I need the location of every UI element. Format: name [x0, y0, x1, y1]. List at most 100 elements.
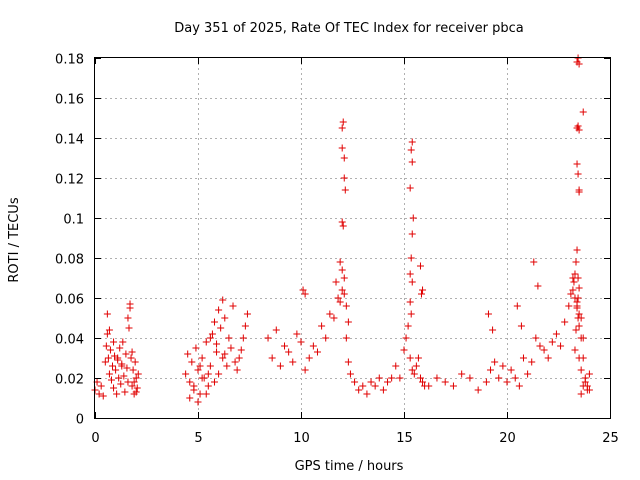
data-point — [340, 290, 348, 298]
data-point — [122, 350, 130, 358]
data-point — [293, 330, 301, 338]
data-point — [110, 338, 118, 346]
data-point — [573, 124, 581, 132]
data-point — [359, 382, 367, 390]
data-point — [557, 342, 565, 350]
data-point — [585, 370, 593, 378]
y-tick-label: 0.16 — [55, 93, 84, 108]
data-point — [412, 362, 420, 370]
data-point — [544, 354, 552, 362]
data-point — [330, 314, 338, 322]
data-point — [204, 370, 212, 378]
data-point — [192, 344, 200, 352]
data-point — [334, 294, 342, 302]
data-point — [116, 344, 124, 352]
data-point — [534, 282, 542, 290]
data-point — [113, 390, 121, 398]
data-point — [184, 350, 192, 358]
chart-title: Day 351 of 2025, Rate Of TEC Index for r… — [174, 21, 524, 36]
data-point — [575, 310, 583, 318]
data-point — [402, 334, 410, 342]
data-point — [400, 346, 408, 354]
data-point — [322, 334, 330, 342]
data-point — [332, 278, 340, 286]
y-axis-label: ROTI / TECUs — [7, 197, 22, 282]
data-point — [301, 366, 309, 374]
data-point — [213, 340, 221, 348]
data-point — [102, 342, 110, 350]
data-point — [120, 372, 128, 380]
data-point — [194, 398, 202, 406]
data-point — [574, 170, 582, 178]
data-point — [219, 354, 227, 362]
data-point — [425, 382, 433, 390]
data-point — [571, 346, 579, 354]
data-point — [233, 366, 241, 374]
data-point — [309, 342, 317, 350]
data-point — [408, 158, 416, 166]
data-point — [338, 124, 346, 132]
data-point — [223, 362, 231, 370]
x-tick-label: 20 — [499, 431, 516, 446]
data-point — [567, 290, 575, 298]
data-point — [127, 354, 135, 362]
data-point — [571, 270, 579, 278]
data-point — [581, 378, 589, 386]
y-tick-label: 0.1 — [63, 213, 84, 228]
data-point — [344, 318, 352, 326]
data-point — [204, 382, 212, 390]
data-point — [418, 290, 426, 298]
data-point — [114, 354, 122, 362]
data-point — [513, 302, 521, 310]
y-tick-label: 0.06 — [55, 293, 84, 308]
data-point — [128, 382, 136, 390]
data-point — [351, 378, 359, 386]
data-point — [579, 334, 587, 342]
data-point — [536, 342, 544, 350]
data-point — [511, 374, 519, 382]
data-point — [188, 358, 196, 366]
data-point — [388, 374, 396, 382]
data-point — [346, 370, 354, 378]
data-point — [281, 342, 289, 350]
data-point — [128, 348, 136, 356]
data-point — [182, 370, 190, 378]
data-point — [414, 354, 422, 362]
data-point — [103, 330, 111, 338]
data-point — [579, 382, 587, 390]
data-point — [569, 286, 577, 294]
data-point — [419, 378, 427, 386]
data-point — [239, 334, 247, 342]
data-point — [115, 374, 123, 382]
data-point — [407, 254, 415, 262]
data-point — [130, 378, 138, 386]
data-point — [123, 364, 131, 372]
data-point — [574, 314, 582, 322]
data-point — [583, 386, 591, 394]
data-point — [313, 348, 321, 356]
data-point — [416, 374, 424, 382]
data-point — [208, 330, 216, 338]
data-point — [340, 154, 348, 162]
data-point — [495, 374, 503, 382]
data-point — [575, 186, 583, 194]
data-point — [338, 266, 346, 274]
data-point — [215, 306, 223, 314]
data-point — [276, 362, 284, 370]
data-point — [375, 374, 383, 382]
data-point — [264, 334, 272, 342]
data-point — [215, 370, 223, 378]
data-point — [570, 278, 578, 286]
data-point — [105, 326, 113, 334]
data-point — [117, 380, 125, 388]
data-point — [515, 382, 523, 390]
y-tick-label: 0.14 — [55, 133, 84, 148]
data-point — [318, 322, 326, 330]
data-point — [241, 322, 249, 330]
data-point — [338, 218, 346, 226]
data-point — [118, 362, 126, 370]
data-point — [227, 344, 235, 352]
data-point — [133, 384, 141, 392]
data-point — [231, 358, 239, 366]
data-point — [574, 294, 582, 302]
